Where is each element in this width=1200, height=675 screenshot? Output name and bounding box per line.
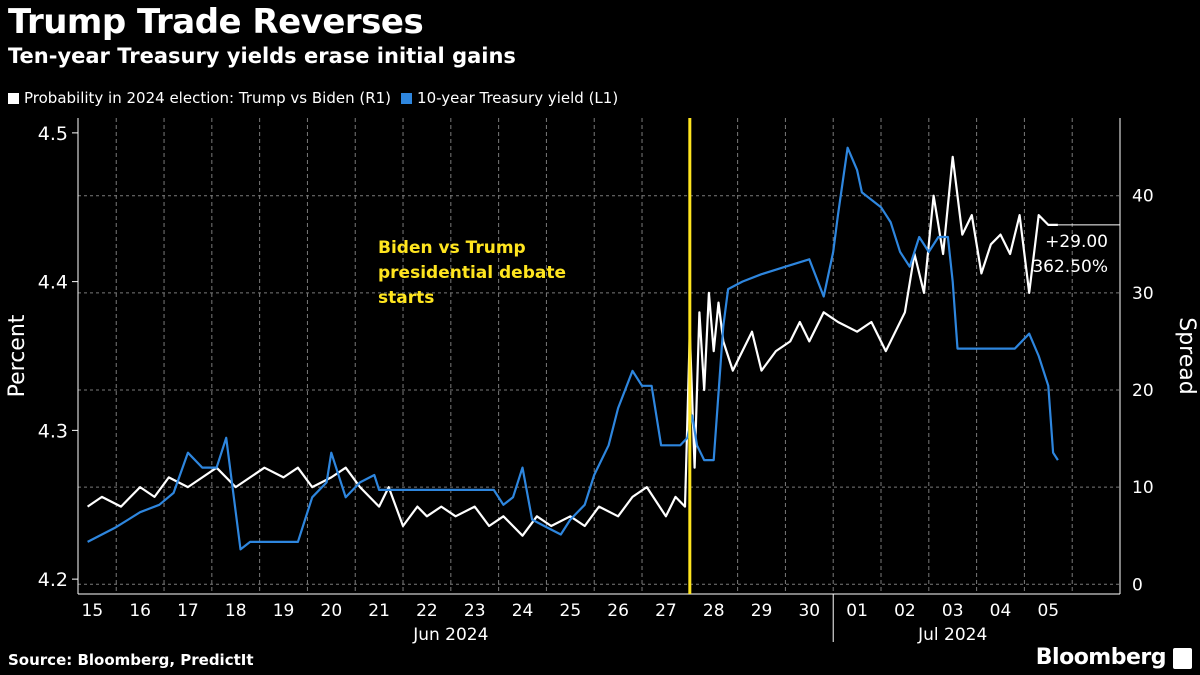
bloomberg-logo: Bloomberg [1035,645,1167,670]
legend-label-treasury: 10-year Treasury yield (L1) [417,89,619,107]
left-axis-title: Percent [5,314,30,397]
x-tick-label: 22 [416,601,438,621]
x-tick-label: 16 [129,601,151,621]
x-tick-label: 29 [751,601,773,621]
legend-swatch-white [8,92,19,104]
gridlines [78,118,1120,594]
x-tick-label: 23 [464,601,486,621]
x-tick-label: 17 [177,601,199,621]
last-value-label: 362.50% [1032,257,1108,277]
right-axis-title: Spread [1174,317,1199,394]
chart-subtitle: Ten-year Treasury yields erase initial g… [8,44,516,68]
left-tick-label: 4.4 [38,272,68,294]
legend-item-probability: Probability in 2024 election: Trump vs B… [8,89,391,107]
x-tick-label: 30 [798,601,820,621]
x-tick-label: 20 [321,601,343,621]
x-tick-label: 25 [560,601,582,621]
x-tick-label: 28 [703,601,725,621]
right-tick-label: 30 [1132,284,1154,304]
treasury-yield-line [87,146,1059,551]
right-tick-label: 10 [1132,478,1154,498]
annotations: Biden vs Trump presidential debate starts +… [378,118,1120,594]
x-tick-label: 19 [273,601,295,621]
left-tick-label: 4.5 [38,123,68,145]
x-tick-label: 26 [607,601,629,621]
x-tick-label: 18 [225,601,247,621]
right-tick-label: 20 [1132,381,1154,401]
x-tick-label: 27 [655,601,677,621]
right-tick-label: 40 [1132,187,1154,207]
x-tick-label: 21 [368,601,390,621]
debate-annotation-text: starts [378,288,434,308]
right-tick-label: 0 [1132,575,1143,595]
month-label-jul: Jul 2024 [917,625,987,645]
series-lines [86,146,1059,551]
x-tick-label: 03 [942,601,964,621]
x-tick-label: 24 [512,601,534,621]
x-tick-label: 02 [894,601,916,621]
x-tick-label: 04 [990,601,1012,621]
legend: Probability in 2024 election: Trump vs B… [8,89,628,107]
chart-title: Trump Trade Reverses [8,2,424,42]
left-tick-label: 4.2 [38,569,68,591]
last-value-label: +29.00 [1045,232,1108,252]
legend-item-treasury: 10-year Treasury yield (L1) [401,89,618,107]
debate-annotation-text: Biden vs Trump [378,238,526,258]
left-tick-label: 4.3 [38,420,68,442]
x-tick-label: 15 [82,601,104,621]
probability-line [86,155,1058,537]
legend-label-probability: Probability in 2024 election: Trump vs B… [24,89,392,107]
legend-swatch-blue [401,92,413,104]
x-tick-label: 01 [846,601,868,621]
chart-badge-icon [1173,648,1192,669]
source-note: Source: Bloomberg, PredictIt [8,651,254,669]
x-tick-label: 05 [1037,601,1059,621]
debate-annotation-text: presidential debate [378,263,566,283]
month-label-jun: Jun 2024 [412,625,488,645]
